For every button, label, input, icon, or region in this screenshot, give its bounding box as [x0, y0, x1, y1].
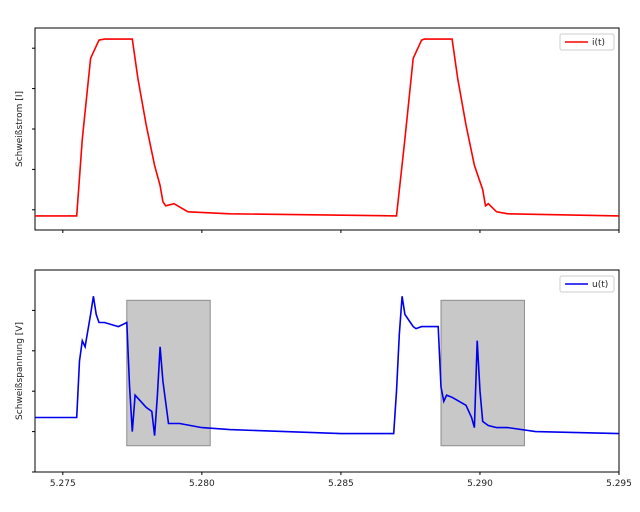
current-x-ticks [62, 230, 620, 233]
x-tick-label: 5.285 [328, 479, 354, 489]
x-tick-label: 5.290 [467, 479, 493, 489]
x-tick-label: 5.280 [189, 479, 215, 489]
current-legend: i(t) [559, 33, 615, 51]
current-legend-label: i(t) [592, 38, 605, 48]
voltage-legend: u(t) [559, 275, 615, 293]
voltage-legend-label: u(t) [592, 280, 608, 290]
current-panel: Schweißstrom [I] i(t) [15, 27, 620, 233]
voltage-y-axis-label: Schweißspannung [V] [15, 322, 25, 420]
shaded-regions [126, 299, 525, 447]
current-series-line [35, 38, 620, 217]
shaded-region-2 [440, 299, 525, 447]
voltage-panel: 5.275 5.280 5.285 5.290 5.295 Schweißspannun… [15, 269, 632, 489]
x-tick-label: 5.295 [606, 479, 632, 489]
x-tick-label: 5.275 [50, 479, 76, 489]
voltage-x-ticks: 5.275 5.280 5.285 5.290 5.295 [50, 472, 632, 489]
voltage-series-line [35, 296, 620, 436]
current-y-ticks [32, 47, 35, 211]
voltage-axes-frame [34, 269, 620, 473]
current-axes-frame [34, 27, 620, 231]
voltage-y-ticks [32, 309, 35, 473]
current-y-axis-label: Schweißstrom [I] [15, 91, 25, 167]
